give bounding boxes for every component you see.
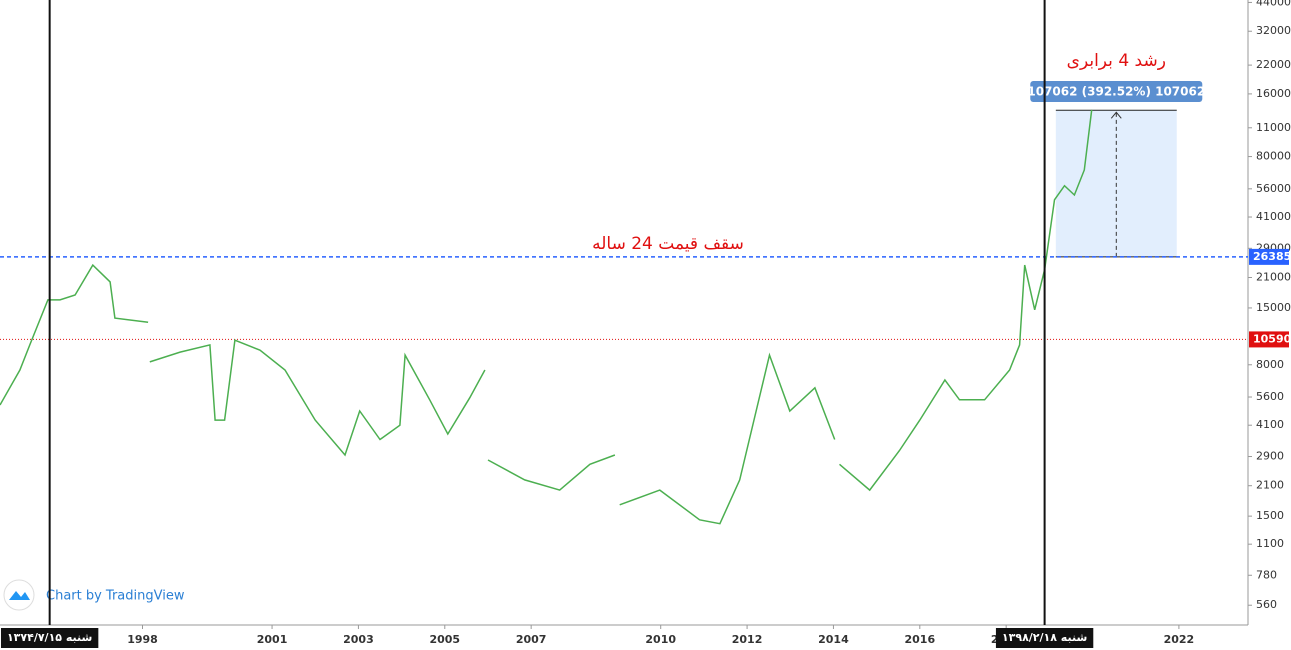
x-tick-label: 2016 [904,633,935,646]
watermark[interactable]: Chart by TradingView [46,589,185,604]
measure-label: 107062 (392.52%) 107062 [1027,85,1205,99]
y-tick-label: 2100 [1256,479,1284,492]
logo [3,579,35,611]
y-tick-label: 2900 [1256,450,1284,463]
y-tick-label: 320000 [1256,24,1291,37]
y-tick-label: 21000 [1256,271,1291,284]
y-tick-label: 560 [1256,598,1277,611]
cursor-label-bg [995,628,1094,648]
y-tick-label: 4100 [1256,418,1284,431]
price-label-bg [1249,248,1289,265]
y-tick-label: 1100 [1256,537,1284,550]
x-tick-label: 2001 [257,633,288,646]
cursor-label-bg [0,628,99,648]
y-tick-label: 41000 [1256,210,1291,223]
y-tick-label: 56000 [1256,182,1291,195]
x-tick-label: 2005 [429,633,460,646]
measure-label-bg [1030,81,1203,102]
y-tick-label: 15000 [1256,301,1291,314]
x-tick-label: 2012 [732,633,763,646]
cursor-label: شنبه ۱۳۹۸/۲/۱۸ [1002,631,1087,644]
annotation: سقف قیمت 24 ساله [592,234,744,254]
price-label-bg [1249,331,1289,348]
y-tick-label: 1500 [1256,509,1284,522]
price-label: 26385 [1253,250,1291,263]
x-tick-label: 2014 [818,633,849,646]
cursor-label: شنبه ۱۳۷۴/۷/۱۵ [7,631,92,644]
y-tick-label: 160000 [1256,87,1291,100]
y-tick-label: 8000 [1256,358,1284,371]
price-line-series [0,110,1097,524]
y-tick-label: 80000 [1256,150,1291,163]
measure-arrowhead [1110,111,1122,119]
x-tick-label: 2007 [516,633,547,646]
y-tick-label: 440000 [1256,0,1291,8]
x-tick-label: 1998 [127,633,158,646]
y-tick-label: 110000 [1256,121,1291,134]
annotation: رشد 4 برابری [1067,51,1166,71]
x-tick-label: 2003 [343,633,374,646]
x-tick-label: 2010 [645,633,676,646]
y-tick-label: 5600 [1256,390,1284,403]
price-label: 10590 [1253,332,1291,345]
y-tick-label: 780 [1256,568,1277,581]
x-tick-label: 2022 [1164,633,1195,646]
y-tick-label: 220000 [1256,58,1291,71]
